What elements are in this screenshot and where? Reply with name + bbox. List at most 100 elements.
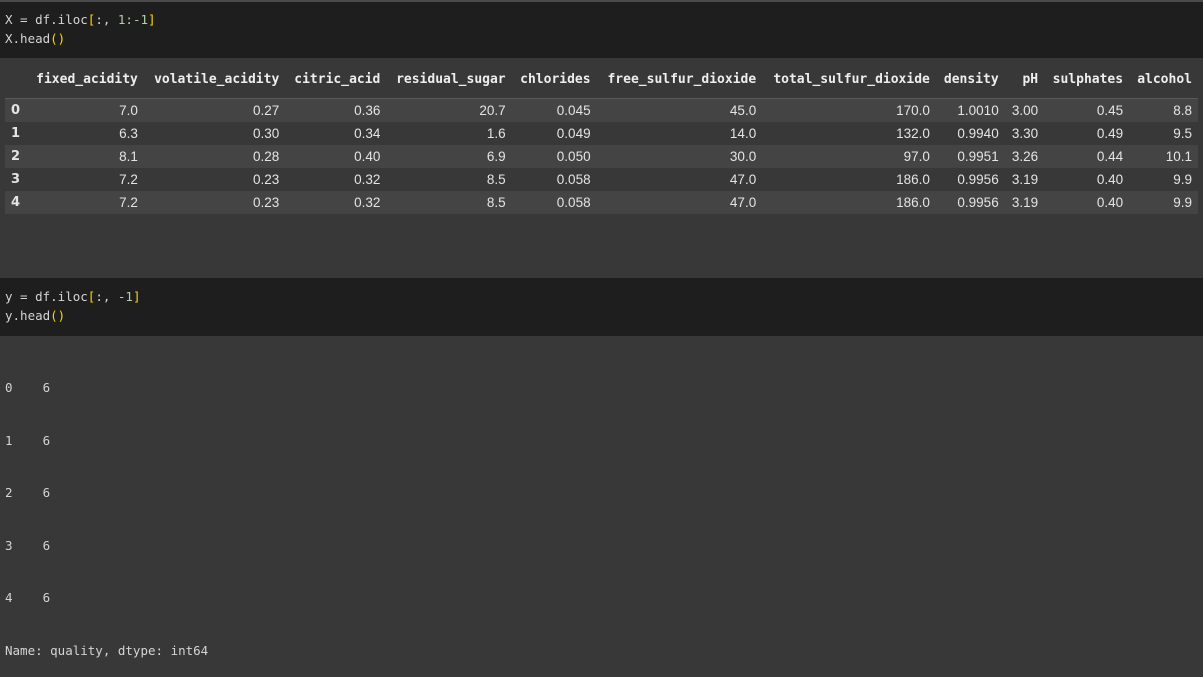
table-cell: 9.9 — [1129, 191, 1198, 214]
table-row: 2 8.1 0.28 0.40 6.9 0.050 30.0 97.0 0.9951 3.26 0.… — [5, 145, 1198, 168]
number: 1:-1 — [117, 12, 149, 27]
table-cell: 0.9940 — [935, 122, 1005, 145]
bracket: [ — [87, 12, 96, 27]
code-cell-1[interactable]: X = df.iloc[:, 1:-1] X.head() — [0, 2, 1203, 58]
table-cell: 0.045 — [511, 98, 597, 122]
code-text: :, — [95, 12, 118, 27]
row-index: 3 — [5, 168, 27, 191]
bracket: () — [50, 31, 66, 46]
table-cell: 10.1 — [1129, 145, 1198, 168]
column-header — [5, 60, 27, 99]
column-header: alcohol — [1129, 60, 1198, 99]
column-header: residual_sugar — [386, 60, 512, 99]
code-text: X.head — [5, 31, 51, 46]
table-cell: 3.00 — [1004, 98, 1045, 122]
row-index: 1 — [5, 122, 27, 145]
output-line: 4 6 — [5, 590, 51, 605]
code-text: X = df.iloc — [5, 12, 88, 27]
table-cell: 8.5 — [386, 191, 512, 214]
table-header-row: fixed_acidity volatile_acidity citric_acid… — [5, 60, 1198, 99]
code-text: y.head — [5, 308, 51, 323]
table-cell: 132.0 — [762, 122, 936, 145]
table-cell: 7.0 — [26, 98, 144, 122]
table-cell: 30.0 — [596, 145, 763, 168]
row-index: 0 — [5, 98, 27, 122]
dataframe-table: fixed_acidity volatile_acidity citric_acid… — [5, 60, 1198, 214]
column-header: sulphates — [1044, 60, 1130, 99]
table-cell: 0.45 — [1044, 98, 1130, 122]
table-cell: 1.0010 — [935, 98, 1005, 122]
table-cell: 0.9956 — [935, 168, 1005, 191]
output-line: Name: quality, dtype: int64 — [5, 642, 209, 658]
table-row: 1 6.3 0.30 0.34 1.6 0.049 14.0 132.0 0.9940 3.30 0… — [5, 122, 1198, 145]
row-index: 2 — [5, 145, 27, 168]
dataframe-output: fixed_acidity volatile_acidity citric_acid… — [0, 58, 1203, 278]
table-cell: 8.5 — [386, 168, 512, 191]
table-cell: 20.7 — [386, 98, 512, 122]
bracket: ] — [148, 12, 156, 27]
table-cell: 97.0 — [762, 145, 936, 168]
row-index: 4 — [5, 191, 27, 214]
table-cell: 0.9956 — [935, 191, 1005, 214]
table-cell: 186.0 — [762, 191, 936, 214]
code-text: :, — [95, 289, 118, 304]
output-line: 2 6 — [5, 485, 51, 500]
table-cell: 0.49 — [1044, 122, 1130, 145]
table-row: 3 7.2 0.23 0.32 8.5 0.058 47.0 186.0 0.9956 3.19 0… — [5, 168, 1198, 191]
table-cell: 47.0 — [596, 168, 763, 191]
code-text: y = df.iloc — [5, 289, 88, 304]
table-cell: 8.8 — [1129, 98, 1198, 122]
table-cell: 0.23 — [143, 191, 286, 214]
table-cell: 0.049 — [511, 122, 597, 145]
table-cell: 45.0 — [596, 98, 763, 122]
table-cell: 6.3 — [26, 122, 144, 145]
code-line: y = df.iloc[:, -1] — [5, 287, 1203, 306]
series-output: 0 6 1 6 2 6 3 6 4 6 Name: quality, dtype… — [5, 344, 208, 677]
table-cell: 9.5 — [1129, 122, 1198, 145]
table-row: 0 7.0 0.27 0.36 20.7 0.045 45.0 170.0 1.0010 3.00… — [5, 98, 1198, 122]
bracket: ] — [132, 289, 141, 304]
table-cell: 0.36 — [285, 98, 387, 122]
code-line: y.head() — [5, 306, 1203, 325]
table-cell: 8.1 — [26, 145, 144, 168]
table-cell: 0.44 — [1044, 145, 1130, 168]
bracket: () — [50, 308, 66, 323]
cell-divider — [0, 0, 1203, 2]
table-cell: 6.9 — [386, 145, 512, 168]
code-line: X = df.iloc[:, 1:-1] — [5, 10, 1203, 29]
table-cell: 0.9951 — [935, 145, 1005, 168]
table-cell: 186.0 — [762, 168, 936, 191]
table-cell: 3.19 — [1004, 168, 1045, 191]
code-line: X.head() — [5, 29, 1203, 48]
table-cell: 47.0 — [596, 191, 763, 214]
code-cell-2[interactable]: y = df.iloc[:, -1] y.head() — [0, 278, 1203, 336]
table-cell: 0.28 — [143, 145, 286, 168]
bracket: [ — [87, 289, 96, 304]
column-header: volatile_acidity — [143, 60, 286, 99]
column-header: pH — [1004, 60, 1045, 99]
column-header: free_sulfur_dioxide — [596, 60, 763, 99]
table-cell: 0.30 — [143, 122, 286, 145]
column-header: chlorides — [511, 60, 597, 99]
table-cell: 14.0 — [596, 122, 763, 145]
table-cell: 7.2 — [26, 168, 144, 191]
table-cell: 0.40 — [285, 145, 387, 168]
table-cell: 0.34 — [285, 122, 387, 145]
table-cell: 0.058 — [511, 191, 597, 214]
table-cell: 0.40 — [1044, 191, 1130, 214]
table-cell: 0.27 — [143, 98, 286, 122]
table-cell: 1.6 — [386, 122, 512, 145]
output-line: 3 6 — [5, 537, 51, 553]
number: -1 — [117, 289, 133, 304]
table-cell: 0.050 — [511, 145, 597, 168]
table-cell: 0.23 — [143, 168, 286, 191]
table-cell: 3.26 — [1004, 145, 1045, 168]
table-row: 4 7.2 0.23 0.32 8.5 0.058 47.0 186.0 0.9956 3.19 0… — [5, 191, 1198, 214]
table-cell: 0.40 — [1044, 168, 1130, 191]
output-line: 1 6 — [5, 432, 51, 448]
table-cell: 170.0 — [762, 98, 936, 122]
column-header: total_sulfur_dioxide — [762, 60, 936, 99]
table-cell: 0.32 — [285, 168, 387, 191]
column-header: density — [935, 60, 1005, 99]
table-cell: 3.19 — [1004, 191, 1045, 214]
